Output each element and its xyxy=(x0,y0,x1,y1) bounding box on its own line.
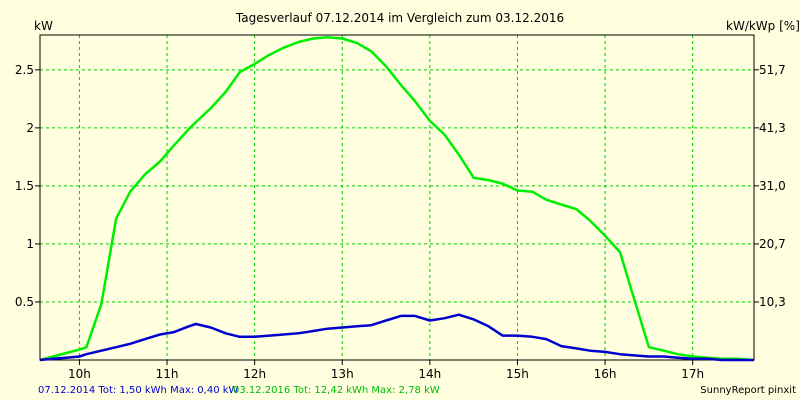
y-tick-label-right: 20,7 xyxy=(759,237,786,251)
x-tick-label: 14h xyxy=(418,367,441,381)
x-tick-label: 10h xyxy=(68,367,91,381)
y-tick-label-left: 2.5 xyxy=(15,63,34,77)
y-axis-left-label: kW xyxy=(34,19,53,33)
y-axis-right-label: kW/kWp [%] xyxy=(726,19,800,33)
legend-blue: 07.12.2014 Tot: 1,50 kWh Max: 0,40 kW xyxy=(38,385,239,396)
y-tick-label-right: 51,7 xyxy=(759,63,786,77)
tick-labels: 10h 11h 12h 13h 14h 15h 16h 17h 0.5 10,3 1 20,7 1.5 3… xyxy=(15,63,786,381)
series-line-03.12.2016 xyxy=(39,36,755,362)
y-tick-label-right: 10,3 xyxy=(759,295,786,309)
x-tick-label: 11h xyxy=(156,367,179,381)
y-tick-label-right: 31,0 xyxy=(759,179,786,193)
x-tick-label: 15h xyxy=(506,367,529,381)
x-tick-label: 13h xyxy=(331,367,354,381)
y-tick-label-left: 0.5 xyxy=(15,295,34,309)
legend-green: 03.12.2016 Tot: 12,42 kWh Max: 2,78 kW xyxy=(233,385,440,396)
y-tick-label-left: 2 xyxy=(26,121,34,135)
x-tick-label: 12h xyxy=(243,367,266,381)
x-tick-label: 16h xyxy=(594,367,617,381)
plot-area xyxy=(39,34,755,361)
chart-title: Tagesverlauf 07.12.2014 im Vergleich zum… xyxy=(235,11,564,25)
series-layer xyxy=(39,36,755,362)
x-tick-label: 17h xyxy=(681,367,704,381)
y-tick-label-right: 41,3 xyxy=(759,121,786,135)
grid xyxy=(40,35,754,360)
credit-text: SunnyReport pinxit xyxy=(700,385,796,396)
y-tick-label-left: 1.5 xyxy=(15,179,34,193)
series-line-07.12.2014 xyxy=(39,313,754,362)
y-tick-label-left: 1 xyxy=(26,237,34,251)
